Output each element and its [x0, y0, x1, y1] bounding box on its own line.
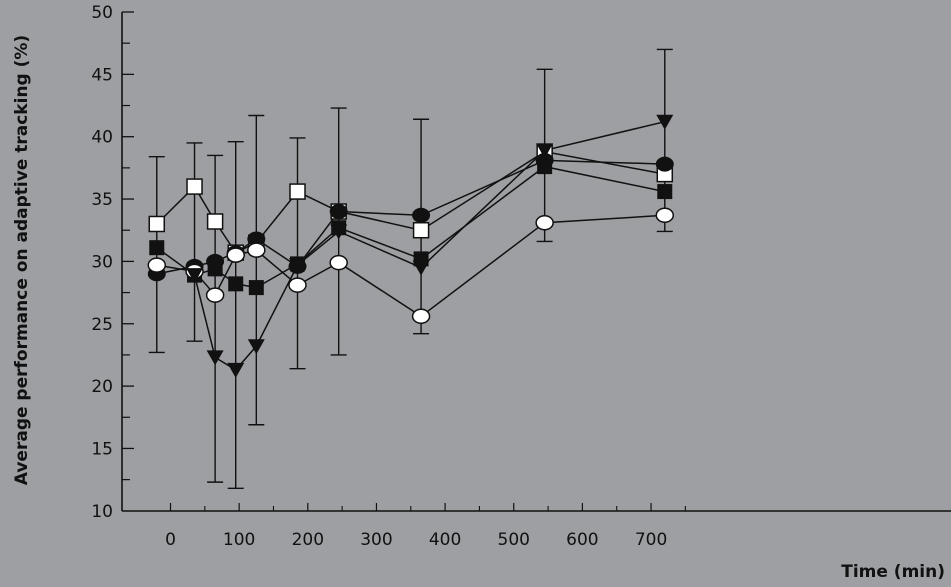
- open-square-marker: [289, 183, 306, 200]
- filled-square-marker: [207, 261, 223, 277]
- chart-axes: 10 15 20 25 30 35 40 45 50 0 100 200 300 400 500 600 70…: [91, 3, 951, 550]
- y-tick-label: 10: [91, 502, 113, 522]
- open-circle-marker: [329, 254, 348, 271]
- x-tick-label: 300: [360, 530, 392, 550]
- filled-triangle-marker: [536, 143, 554, 159]
- series-line: [156, 150, 665, 254]
- y-axis-title: Average performance on adaptive tracking…: [12, 35, 32, 485]
- filled-triangle-marker: [289, 258, 307, 274]
- filled-circle-marker: [655, 156, 674, 172]
- filled-triangle-marker: [330, 224, 348, 240]
- filled-square-marker: [228, 276, 244, 292]
- series-line: [156, 159, 665, 275]
- filled-triangle-marker: [656, 114, 674, 130]
- y-tick-label: 20: [91, 377, 113, 397]
- x-tick-label: 0: [165, 530, 176, 550]
- x-tick-label: 100: [223, 530, 255, 550]
- filled-triangle-marker: [206, 350, 224, 366]
- x-axis-title: Time (min): [841, 562, 945, 582]
- filled-circle-marker: [412, 207, 431, 223]
- filled-triangle-marker: [227, 362, 245, 378]
- filled-square-marker: [657, 184, 673, 200]
- open-circle-marker: [226, 247, 245, 263]
- open-circle-marker: [535, 214, 554, 231]
- y-tick-label: 25: [91, 315, 113, 335]
- y-tick-label: 40: [91, 128, 113, 148]
- open-square-marker: [412, 221, 430, 239]
- filled-square-marker: [149, 240, 165, 256]
- x-tick-label: 600: [566, 530, 598, 550]
- open-square-marker: [206, 213, 224, 230]
- open-circle-marker: [205, 287, 225, 303]
- open-circle-marker: [655, 207, 675, 224]
- open-circle-marker: [411, 308, 431, 325]
- x-axis-ticks: 0 100 200 300 400 500 600 700: [165, 503, 686, 550]
- series-line: [156, 165, 665, 289]
- filled-square-marker: [248, 280, 264, 296]
- open-circle-marker: [147, 257, 167, 273]
- open-circle-marker: [288, 277, 307, 293]
- error-bars: [148, 48, 673, 490]
- filled-square-marker: [537, 159, 553, 175]
- x-tick-label: 700: [635, 530, 667, 550]
- x-tick-label: 200: [292, 530, 324, 550]
- series-line: [156, 214, 665, 318]
- open-square-marker: [148, 215, 166, 233]
- y-tick-label: 15: [91, 439, 113, 459]
- open-circle-marker: [247, 242, 266, 258]
- filled-triangle-marker: [247, 339, 265, 355]
- x-tick-label: 400: [429, 530, 461, 550]
- x-tick-label: 500: [498, 530, 530, 550]
- filled-triangle-marker: [186, 268, 204, 284]
- series-line: [193, 120, 665, 371]
- y-tick-label: 30: [91, 252, 113, 272]
- open-square-marker: [186, 178, 203, 195]
- filled-triangle-marker: [412, 260, 430, 276]
- data-markers: [147, 114, 675, 378]
- filled-circle-marker: [329, 204, 348, 220]
- y-tick-label: 50: [91, 3, 113, 23]
- y-axis-ticks: 10 15 20 25 30 35 40 45 50: [91, 3, 134, 522]
- filled-circle-marker: [247, 231, 266, 247]
- y-tick-label: 35: [91, 190, 113, 210]
- y-tick-label: 45: [91, 65, 113, 85]
